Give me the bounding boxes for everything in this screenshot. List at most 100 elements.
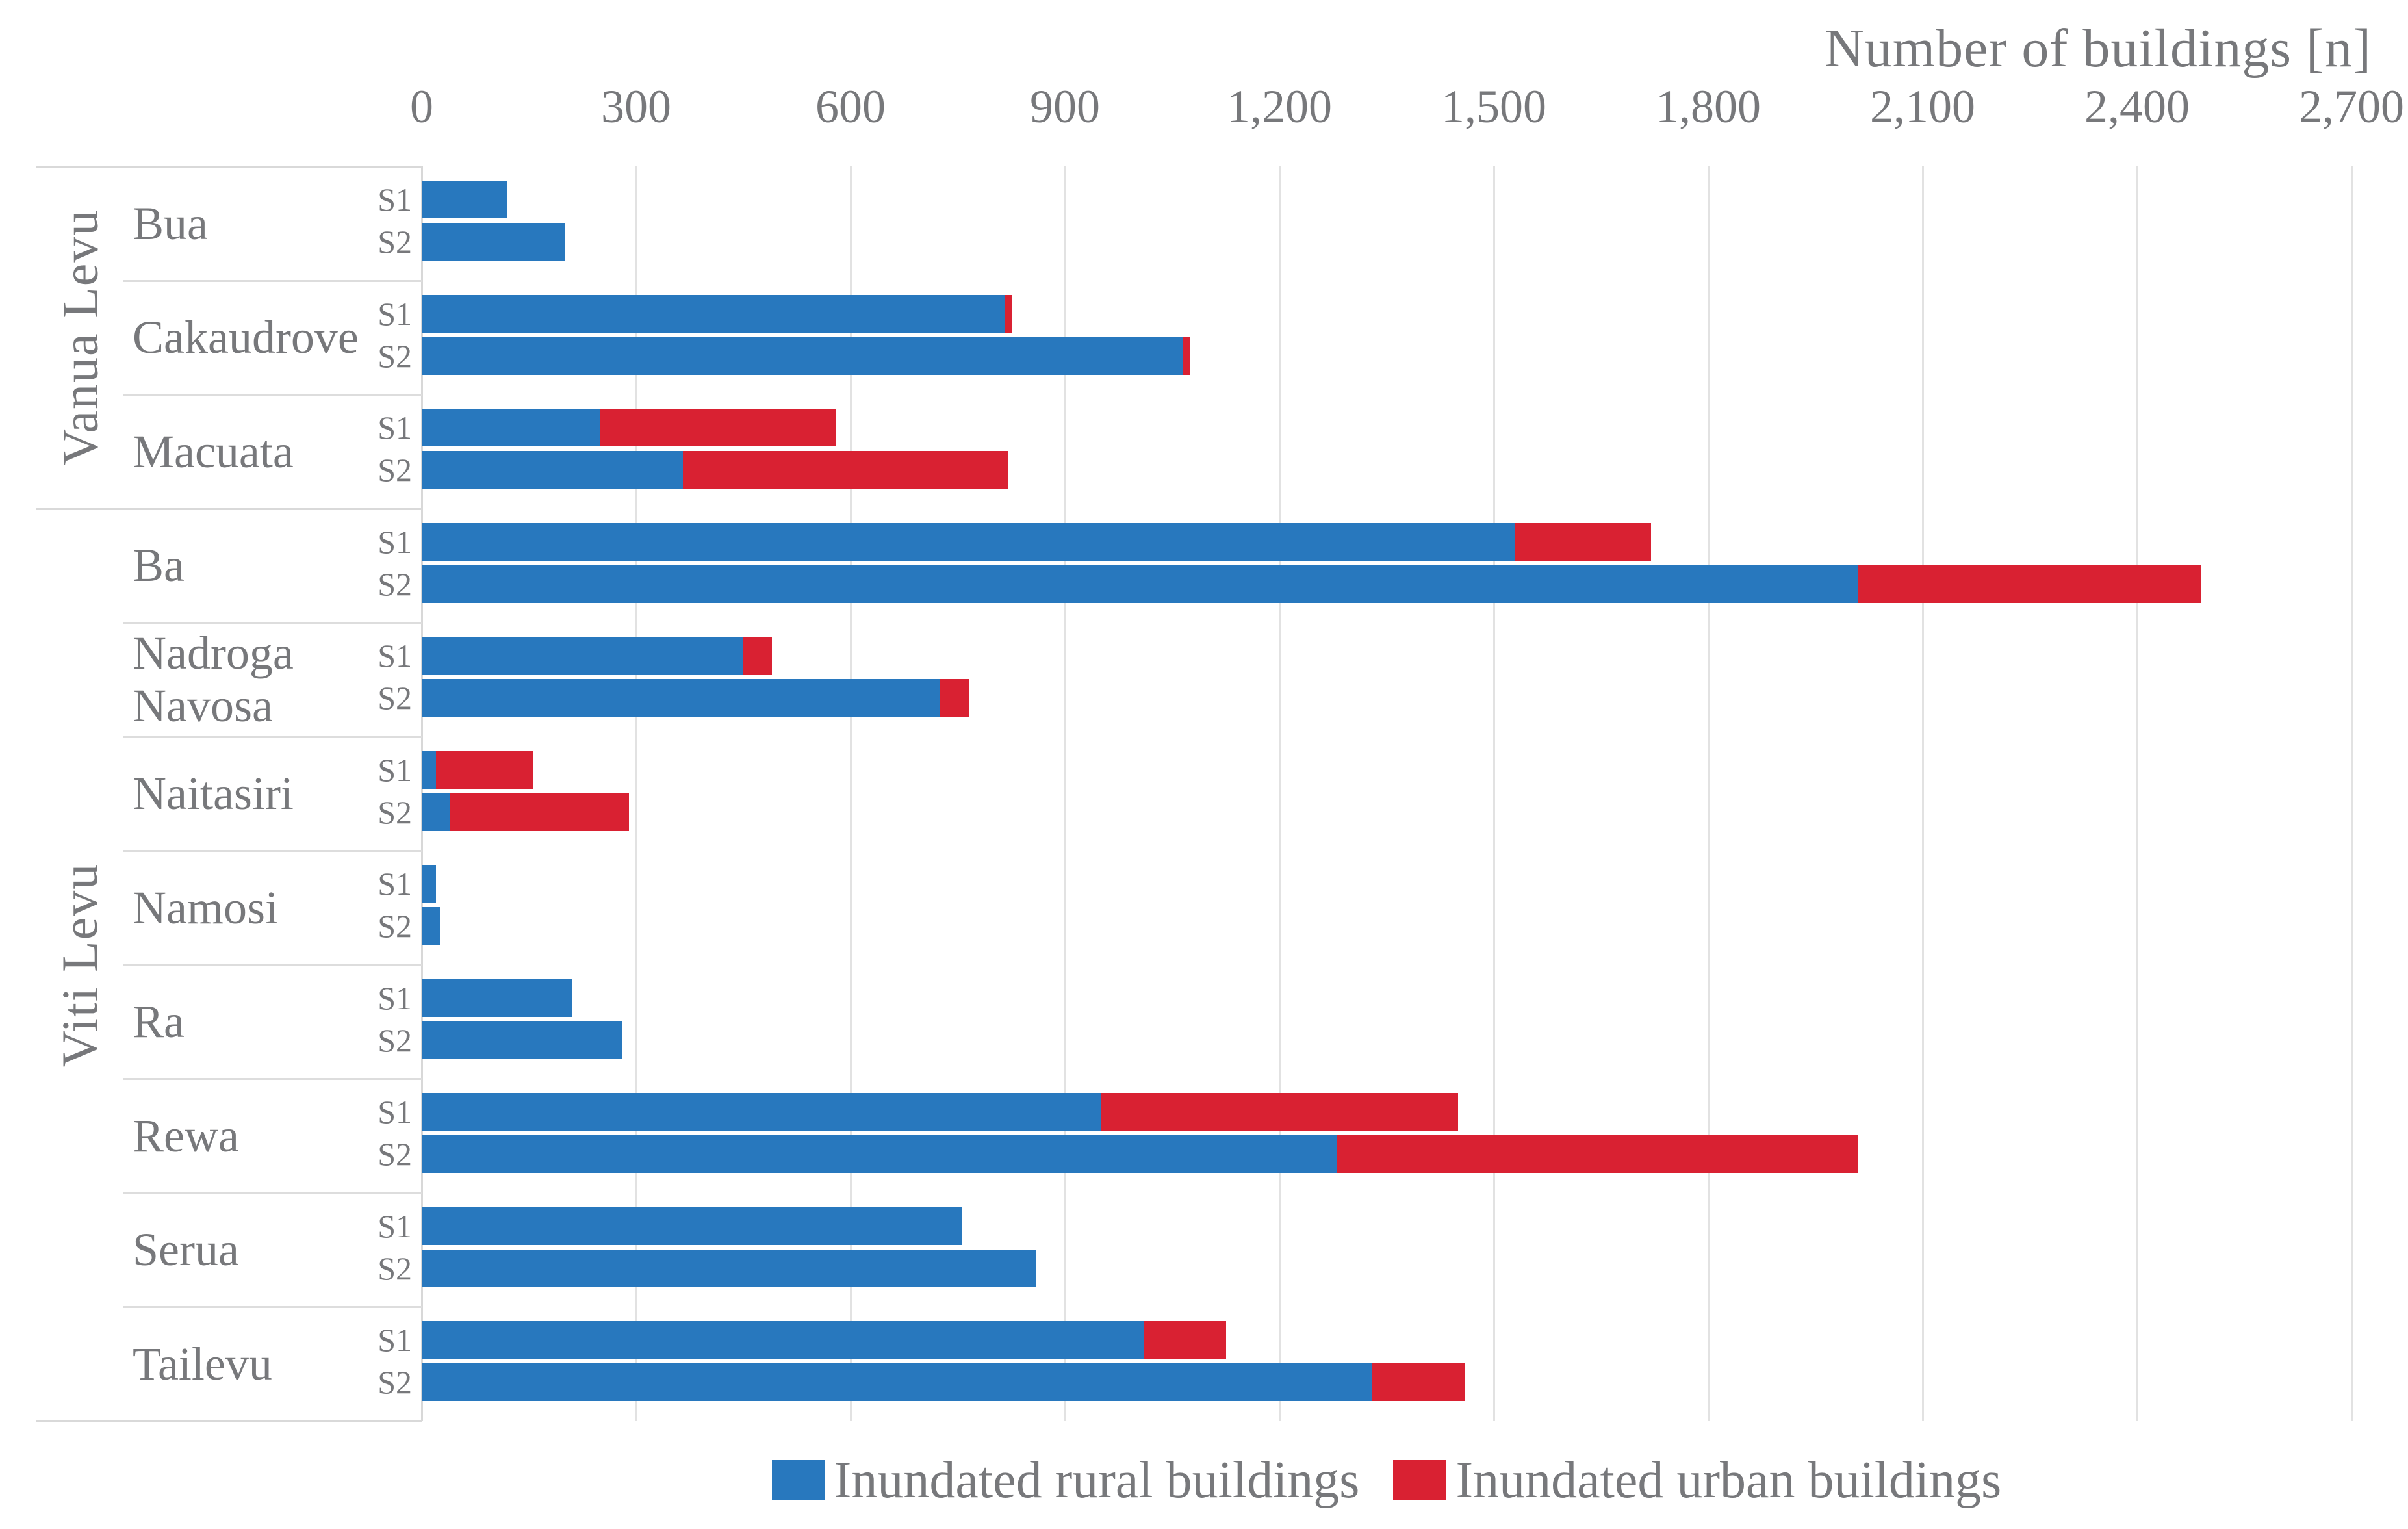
legend: Inundated rural buildings Inundated urban… [422, 1448, 2351, 1513]
scenario-label: S1 [378, 866, 412, 902]
gridline [1493, 166, 1495, 1421]
scenario-label: S1 [378, 751, 412, 788]
scenario-label: S1 [378, 979, 412, 1016]
x-tick-label: 600 [815, 81, 886, 133]
bar-urban-segment [743, 637, 772, 675]
scenario-label: S2 [378, 1250, 412, 1287]
x-tick-label: 2,400 [2084, 81, 2190, 133]
scenario-label: S2 [378, 224, 412, 260]
scenario-label: S2 [378, 337, 412, 374]
x-axis-title: Number of buildings [n] [1825, 18, 2372, 79]
bar-rural-segment [422, 223, 565, 261]
legend-item: Inundated rural buildings [771, 1452, 1360, 1509]
bar-rural-segment [422, 451, 683, 489]
scenario-label: S2 [378, 1136, 412, 1172]
gridline [1708, 166, 1710, 1421]
gridline [1922, 166, 1924, 1421]
x-tick-label: 300 [601, 81, 671, 133]
bar-urban-segment [682, 451, 1008, 489]
bar-urban-segment [1183, 337, 1190, 375]
bar-rural-segment [422, 522, 1515, 561]
scenario-label: S1 [378, 637, 412, 674]
bar-urban-segment [1858, 565, 2201, 603]
province-label: Ra [133, 996, 185, 1048]
bar-rural-segment [422, 979, 572, 1017]
province-separator-line [123, 964, 422, 966]
group-separator-line [36, 508, 422, 510]
island-group-label-text: Viti Levu [51, 862, 108, 1067]
province-separator-line [123, 1192, 422, 1194]
bar-rural-segment [422, 1363, 1372, 1401]
x-tick-label: 1,200 [1227, 81, 1332, 133]
province-label: Naitasiri [133, 767, 294, 820]
province-label: Tailevu [133, 1337, 272, 1390]
bar-rural-segment [422, 907, 440, 945]
bar-urban-segment [600, 409, 836, 446]
province-label: Nadroga Navosa [133, 627, 294, 732]
scenario-label: S2 [378, 908, 412, 944]
scenario-label: S2 [378, 793, 412, 830]
bar-rural-segment [422, 793, 450, 831]
scenario-label: S2 [378, 1364, 412, 1400]
legend-label: Inundated urban buildings [1455, 1452, 2002, 1509]
gridline [1064, 166, 1066, 1421]
bar-rural-segment [422, 337, 1183, 375]
bar-rural-segment [422, 181, 507, 218]
bar-urban-segment [940, 679, 969, 717]
province-separator-line [123, 850, 422, 852]
group-separator-line [36, 166, 422, 168]
bar-urban-segment [1337, 1135, 1858, 1173]
province-separator-line [123, 736, 422, 738]
scenario-label: S2 [378, 1021, 412, 1059]
bar-urban-segment [1101, 1093, 1458, 1131]
province-label: Rewa [133, 1109, 239, 1162]
province-separator-line [123, 1306, 422, 1308]
scenario-label: S1 [378, 181, 412, 218]
province-label: Macuata [133, 425, 294, 478]
bar-rural-segment [422, 1021, 622, 1059]
island-group-label: Viti Levu [36, 509, 123, 1421]
bar-rural-segment [422, 294, 1005, 333]
province-label: Cakaudrove [133, 311, 359, 364]
gridline [635, 166, 637, 1421]
bar-rural-segment [422, 1093, 1101, 1131]
gridline [2136, 166, 2138, 1421]
bar-urban-segment [1144, 1321, 1226, 1359]
scenario-label: S2 [378, 452, 412, 488]
province-separator-line [123, 279, 422, 282]
bar-urban-segment [1004, 294, 1012, 333]
bar-urban-segment [1372, 1363, 1465, 1401]
bar-rural-segment [422, 637, 743, 675]
province-label: Bua [133, 197, 208, 250]
gridline [2351, 166, 2353, 1421]
legend-label: Inundated rural buildings [834, 1452, 1360, 1509]
bar-rural-segment [422, 1135, 1337, 1173]
plot-area [421, 166, 2353, 1421]
scenario-label: S1 [378, 1322, 412, 1358]
province-separator-line [123, 1078, 422, 1080]
legend-swatch-rural [771, 1460, 825, 1500]
bar-urban-segment [450, 793, 629, 831]
x-tick-label: 0 [410, 81, 433, 133]
scenario-label: S1 [378, 1207, 412, 1244]
x-tick-label: 2,100 [1870, 81, 1975, 133]
scenario-label: S1 [378, 1094, 412, 1130]
scenario-label: S1 [378, 295, 412, 332]
scenario-label: S2 [378, 565, 412, 602]
legend-swatch-urban [1393, 1460, 1447, 1500]
group-separator-line [36, 1420, 422, 1422]
bar-rural-segment [422, 409, 600, 446]
bar-rural-segment [422, 565, 1858, 603]
bar-rural-segment [422, 751, 436, 789]
scenario-label: S2 [378, 680, 412, 716]
bar-rural-segment [422, 865, 436, 903]
province-separator-line [123, 394, 422, 396]
bar-rural-segment [422, 679, 940, 717]
bar-urban-segment [436, 751, 533, 789]
province-label: Namosi [133, 881, 278, 934]
province-separator-line [123, 622, 422, 624]
province-label: Serua [133, 1224, 239, 1276]
province-label: Ba [133, 539, 185, 592]
